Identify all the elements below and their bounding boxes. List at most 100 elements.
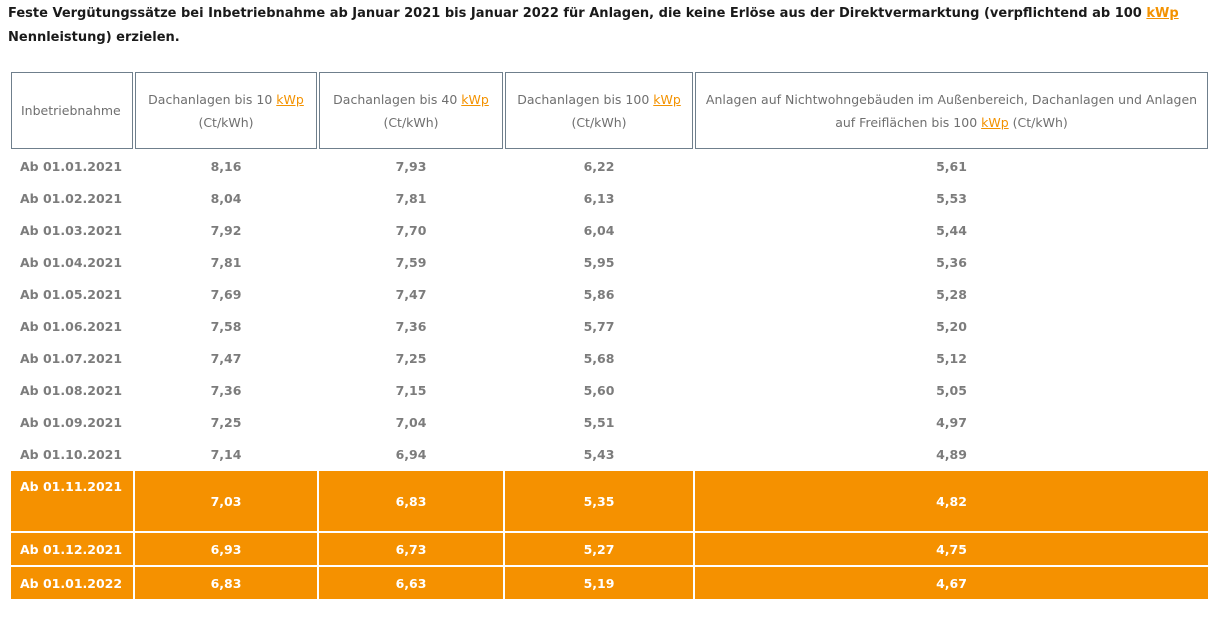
- kwp-link[interactable]: kWp: [981, 114, 1009, 130]
- rate-cell: 7,81: [210, 254, 242, 270]
- table-body: Ab 01.01.2021 8,16 7,93 6,22 5,61 Ab 01.…: [11, 151, 1208, 599]
- date-cell: Ab 01.02.2021: [20, 190, 123, 206]
- date-cell: Ab 01.04.2021: [20, 254, 123, 270]
- date-cell: Ab 01.01.2021: [20, 158, 123, 174]
- rate-cell: 5,28: [936, 286, 967, 302]
- date-cell: Ab 01.12.2021: [11, 533, 133, 565]
- rate-cell: 5,05: [936, 382, 967, 398]
- rate-cell: 5,35: [505, 471, 693, 531]
- rate-cell: 7,14: [210, 446, 242, 462]
- rate-cell: 7,58: [210, 318, 242, 334]
- table-row-highlighted: Ab 01.11.2021 7,03 6,83 5,35 4,82: [11, 471, 1208, 531]
- rate-cell: 5,77: [583, 318, 615, 334]
- date-cell: Ab 01.07.2021: [20, 350, 123, 366]
- date-cell: Ab 01.09.2021: [20, 414, 123, 430]
- rate-cell: 6,83: [135, 567, 317, 599]
- kwp-link[interactable]: kWp: [653, 91, 681, 107]
- rate-cell: 7,03: [135, 471, 317, 531]
- table-row: Ab 01.07.2021 7,47 7,25 5,68 5,12: [11, 343, 1208, 373]
- rate-cell: 6,73: [319, 533, 503, 565]
- table-row: Ab 01.09.2021 7,25 7,04 5,51 4,97: [11, 407, 1208, 437]
- header-text: Dachanlagen bis 100: [517, 91, 654, 107]
- header-unit: (Ct/kWh): [198, 114, 254, 130]
- intro-text-after: Nennleistung) erzielen.: [8, 30, 180, 45]
- rate-cell: 4,97: [936, 414, 967, 430]
- rate-cell: 6,22: [583, 158, 615, 174]
- intro-paragraph: Feste Vergütungssätze bei Inbetriebnahme…: [8, 2, 1198, 50]
- rate-cell: 7,25: [210, 414, 242, 430]
- table-row: Ab 01.02.2021 8,04 7,81 6,13 5,53: [11, 183, 1208, 213]
- date-cell: Ab 01.01.2022: [11, 567, 133, 599]
- header-unit: (Ct/kWh): [571, 114, 627, 130]
- rate-cell: 6,04: [583, 222, 615, 238]
- header-commissioning: Inbetriebnahme: [11, 72, 133, 149]
- header-roof-100kwp: Dachanlagen bis 100 kWp (Ct/kWh): [505, 72, 693, 149]
- kwp-link[interactable]: kWp: [461, 91, 489, 107]
- header-unit: (Ct/kWh): [383, 114, 439, 130]
- feed-in-tariff-table: Inbetriebnahme Dachanlagen bis 10 kWp (C…: [9, 70, 1210, 601]
- table-row-highlighted: Ab 01.01.2022 6,83 6,63 5,19 4,67: [11, 567, 1208, 599]
- rate-cell: 4,89: [936, 446, 967, 462]
- table-row: Ab 01.03.2021 7,92 7,70 6,04 5,44: [11, 215, 1208, 245]
- header-non-residential: Anlagen auf Nichtwohngebäuden im Außenbe…: [695, 72, 1208, 149]
- header-text: Dachanlagen bis 10: [148, 91, 277, 107]
- table-row: Ab 01.08.2021 7,36 7,15 5,60 5,05: [11, 375, 1208, 405]
- date-cell: Ab 01.08.2021: [20, 382, 123, 398]
- table-row-highlighted: Ab 01.12.2021 6,93 6,73 5,27 4,75: [11, 533, 1208, 565]
- rate-cell: 5,12: [936, 350, 967, 366]
- intro-text-before: Feste Vergütungssätze bei Inbetriebnahme…: [8, 6, 1147, 21]
- date-cell: Ab 01.05.2021: [20, 286, 123, 302]
- rate-cell: 6,93: [135, 533, 317, 565]
- rate-cell: 5,43: [583, 446, 615, 462]
- rate-cell: 5,95: [583, 254, 615, 270]
- rate-cell: 7,04: [395, 414, 427, 430]
- rate-cell: 5,44: [936, 222, 967, 238]
- rate-cell: 7,25: [395, 350, 427, 366]
- rate-cell: 7,36: [395, 318, 427, 334]
- table-row: Ab 01.10.2021 7,14 6,94 5,43 4,89: [11, 439, 1208, 469]
- date-cell: Ab 01.06.2021: [20, 318, 123, 334]
- rate-cell: 8,16: [210, 158, 242, 174]
- rate-cell: 7,93: [395, 158, 427, 174]
- rate-cell: 7,47: [210, 350, 242, 366]
- rate-cell: 7,92: [210, 222, 242, 238]
- rate-cell: 7,70: [395, 222, 427, 238]
- rate-cell: 5,27: [505, 533, 693, 565]
- kwp-link[interactable]: kWp: [276, 91, 304, 107]
- rate-cell: 6,13: [583, 190, 615, 206]
- rate-cell: 4,82: [695, 471, 1208, 531]
- kwp-link[interactable]: kWp: [1146, 6, 1179, 21]
- rate-cell: 5,60: [583, 382, 615, 398]
- rate-cell: 4,75: [695, 533, 1208, 565]
- rate-cell: 5,51: [583, 414, 615, 430]
- rate-cell: 5,20: [936, 318, 967, 334]
- header-text: Anlagen auf Nichtwohngebäuden im Außenbe…: [705, 91, 1198, 130]
- date-cell: Ab 01.11.2021: [11, 471, 133, 531]
- rate-cell: 4,67: [695, 567, 1208, 599]
- rate-cell: 7,81: [395, 190, 427, 206]
- table-row: Ab 01.01.2021 8,16 7,93 6,22 5,61: [11, 151, 1208, 181]
- table-header-row: Inbetriebnahme Dachanlagen bis 10 kWp (C…: [11, 72, 1208, 149]
- rate-cell: 7,36: [210, 382, 242, 398]
- rate-cell: 7,69: [210, 286, 242, 302]
- rate-cell: 8,04: [210, 190, 242, 206]
- rate-cell: 5,19: [505, 567, 693, 599]
- rate-cell: 5,68: [583, 350, 615, 366]
- rate-cell: 6,63: [319, 567, 503, 599]
- header-roof-10kwp: Dachanlagen bis 10 kWp (Ct/kWh): [135, 72, 317, 149]
- rate-cell: 7,59: [395, 254, 427, 270]
- rate-cell: 6,94: [395, 446, 427, 462]
- rate-cell: 6,83: [319, 471, 503, 531]
- rate-cell: 5,61: [936, 158, 967, 174]
- header-unit: (Ct/kWh): [1008, 114, 1068, 130]
- table-row: Ab 01.04.2021 7,81 7,59 5,95 5,36: [11, 247, 1208, 277]
- table-row: Ab 01.06.2021 7,58 7,36 5,77 5,20: [11, 311, 1208, 341]
- header-text: Inbetriebnahme: [21, 103, 121, 118]
- header-text: Dachanlagen bis 40: [333, 91, 462, 107]
- table-row: Ab 01.05.2021 7,69 7,47 5,86 5,28: [11, 279, 1208, 309]
- rate-cell: 5,53: [936, 190, 967, 206]
- rate-cell: 7,15: [395, 382, 427, 398]
- date-cell: Ab 01.10.2021: [20, 446, 123, 462]
- rate-cell: 5,86: [583, 286, 615, 302]
- header-roof-40kwp: Dachanlagen bis 40 kWp (Ct/kWh): [319, 72, 503, 149]
